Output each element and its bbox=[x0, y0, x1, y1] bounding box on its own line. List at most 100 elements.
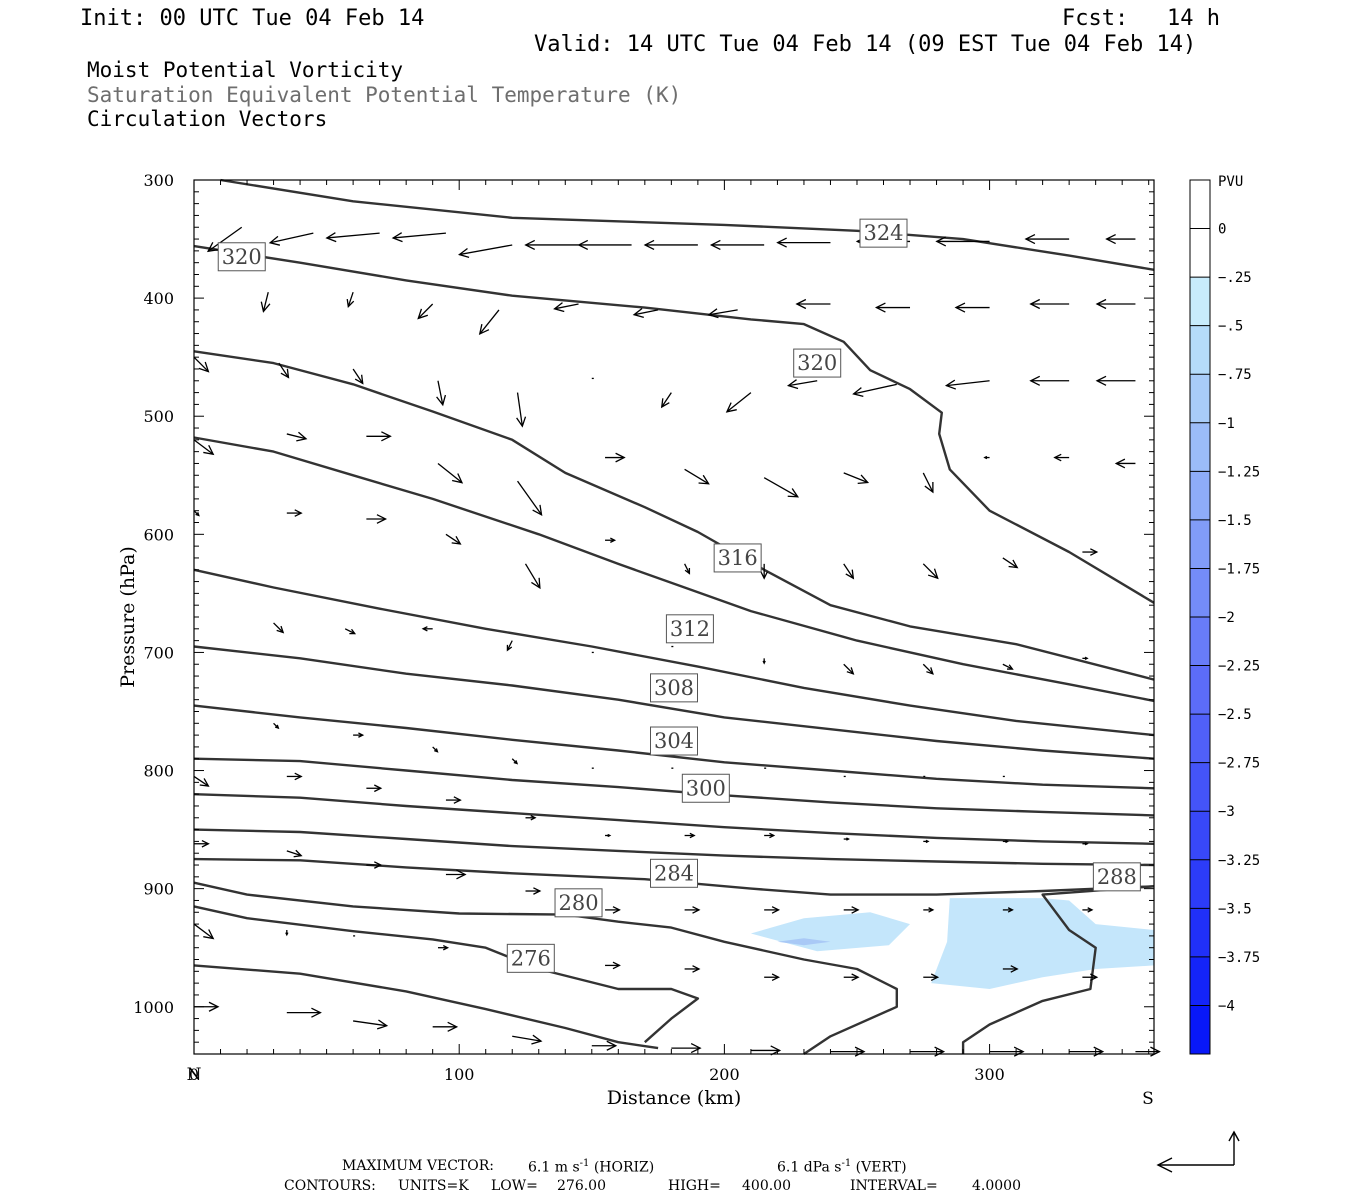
vector-head bbox=[934, 1046, 946, 1057]
vector-shaft bbox=[684, 468, 709, 485]
vector-head bbox=[285, 932, 289, 937]
vector-shaft bbox=[273, 622, 284, 633]
circulation-vector bbox=[524, 239, 579, 251]
vector-head bbox=[698, 474, 710, 485]
vector-head bbox=[280, 368, 290, 379]
y-tick-label-800: 800 bbox=[143, 762, 174, 781]
circulation-vector bbox=[707, 308, 738, 319]
contour-label-box bbox=[650, 858, 698, 888]
circulation-vector bbox=[944, 379, 990, 390]
circulation-vector bbox=[709, 239, 765, 251]
contour-312 bbox=[193, 436, 1155, 703]
vector-head bbox=[643, 239, 655, 251]
vector-head bbox=[707, 308, 719, 319]
colorbar-segment bbox=[1190, 568, 1210, 618]
vector-head bbox=[1084, 656, 1089, 660]
contour-label-320: 320 bbox=[222, 245, 262, 269]
colorbar-label: −3.25 bbox=[1218, 853, 1260, 869]
vector-head bbox=[374, 784, 383, 793]
circulation-vector bbox=[1095, 298, 1136, 310]
colorbar-segment bbox=[1190, 519, 1210, 569]
vector-head bbox=[276, 625, 285, 634]
circulation-vector bbox=[1114, 458, 1136, 469]
circulation-vector bbox=[795, 298, 831, 310]
vector-shaft bbox=[347, 291, 354, 307]
vector-head bbox=[553, 302, 565, 313]
circulation-vector bbox=[516, 392, 527, 428]
pv-region-2 bbox=[777, 938, 831, 946]
vector-head bbox=[660, 398, 670, 409]
contour-label-324: 324 bbox=[863, 221, 903, 245]
vector-shaft bbox=[843, 663, 854, 675]
circulation-vector bbox=[843, 906, 860, 914]
vector-shaft bbox=[207, 226, 243, 252]
vector-head bbox=[854, 1046, 866, 1057]
circulation-vector bbox=[874, 302, 911, 313]
circulation-vector bbox=[577, 239, 632, 251]
vector-head bbox=[927, 568, 939, 580]
circulation-vector bbox=[366, 431, 392, 442]
circulation-vector bbox=[421, 626, 433, 632]
vector-head bbox=[577, 239, 589, 251]
colorbar-label: −1.5 bbox=[1218, 513, 1252, 529]
circulation-vector bbox=[954, 302, 990, 313]
circulation-vector bbox=[346, 291, 355, 308]
contour-units: UNITS=K bbox=[398, 1178, 469, 1194]
vector-head bbox=[391, 232, 403, 243]
colorbar-label: −3.5 bbox=[1218, 901, 1252, 917]
vector-head bbox=[1090, 973, 1099, 982]
circulation-vector bbox=[286, 431, 308, 442]
vector-shaft bbox=[393, 232, 446, 239]
colorbar-segment bbox=[1190, 908, 1210, 958]
colorbar-label: −.25 bbox=[1218, 270, 1252, 286]
init-time: Init: 00 UTC Tue 04 Feb 14 bbox=[80, 6, 425, 31]
colorbar-label: −2.75 bbox=[1218, 756, 1260, 772]
vector-head bbox=[453, 796, 462, 804]
circulation-vector bbox=[1053, 453, 1070, 462]
vector-head bbox=[195, 512, 200, 517]
vector-head bbox=[1114, 458, 1126, 469]
contour-label-box bbox=[793, 348, 842, 378]
vector-shaft bbox=[946, 380, 990, 387]
pv-region-1 bbox=[931, 898, 1154, 989]
colorbar-label: −1 bbox=[1218, 416, 1235, 432]
colorbar-segment bbox=[1190, 811, 1210, 861]
vector-head bbox=[293, 849, 303, 858]
colorbar-segment bbox=[1190, 471, 1210, 521]
circulation-vector bbox=[273, 722, 280, 730]
vector-head bbox=[846, 667, 855, 675]
circulation-vector bbox=[923, 907, 935, 913]
vector-head bbox=[530, 815, 537, 821]
y-axis-label: Pressure (hPa) bbox=[117, 546, 139, 688]
vector-head bbox=[376, 1019, 389, 1030]
vector-head bbox=[376, 514, 388, 524]
contour-label-box bbox=[506, 943, 555, 973]
circulation-vector bbox=[525, 887, 542, 895]
contour-label-box bbox=[650, 673, 698, 703]
vector-head bbox=[294, 772, 303, 781]
circulation-vector bbox=[786, 379, 818, 390]
vector-head bbox=[294, 509, 303, 517]
vector-head bbox=[513, 760, 519, 765]
circulation-vector bbox=[260, 292, 271, 313]
circulation-vector bbox=[1002, 839, 1010, 844]
colorbar-segment bbox=[1190, 617, 1210, 667]
contour-interval-value: 4.0000 bbox=[972, 1178, 1021, 1194]
vector-head bbox=[358, 732, 365, 738]
vector-shaft bbox=[1002, 557, 1018, 569]
contour-label-box bbox=[859, 218, 908, 248]
colorbar-label: −3.75 bbox=[1218, 950, 1260, 966]
circulation-vector bbox=[684, 965, 701, 973]
vector-head bbox=[478, 323, 490, 336]
circulation-vector bbox=[517, 480, 543, 516]
vector-shaft bbox=[633, 309, 659, 316]
colorbar-segment bbox=[1190, 374, 1210, 424]
circulation-vector bbox=[194, 839, 210, 848]
circulation-vector bbox=[193, 510, 200, 517]
x-tick-label-200: 200 bbox=[709, 1065, 740, 1084]
vector-shaft bbox=[269, 232, 314, 244]
contour-316 bbox=[193, 350, 1155, 681]
circulation-vector bbox=[764, 906, 781, 914]
contour-line-7 bbox=[193, 757, 1155, 817]
vector-head bbox=[381, 431, 392, 442]
